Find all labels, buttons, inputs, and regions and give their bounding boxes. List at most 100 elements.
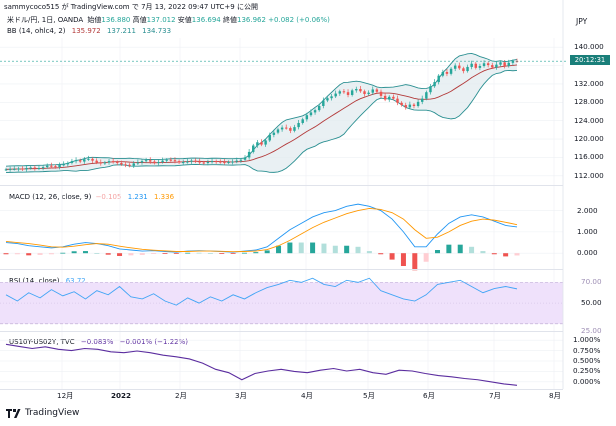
candle-body [400,102,403,106]
candle-body [190,160,193,162]
time-tick-label: 3月 [235,391,247,400]
macd-histogram-bar [139,253,145,255]
candle-body [210,161,214,163]
candle-body [124,164,127,166]
symbol-label[interactable]: 米ドル/円, 1日, OANDA [7,16,84,24]
bb-lower-value: 134.733 [142,27,172,35]
rsi-tick-label: 50.00 [581,298,602,308]
candle-body [445,71,449,74]
candle-body [495,64,498,68]
candle-body [120,162,123,165]
macd-histogram-bar [491,253,497,255]
candle-body [87,158,90,160]
candle-body [186,161,189,163]
candle-body [83,159,86,162]
bb-basis-value: 135.972 [71,27,101,35]
macd-histogram-bar [219,253,225,254]
candle-body [371,89,374,93]
tvc-change: −0.001% (−1.22%) [119,338,188,346]
candle-body [317,105,321,111]
macd-histogram-bar [366,251,372,254]
panel-divider [0,331,563,332]
candle-body [276,129,280,133]
candle-body [157,162,160,164]
candle-body [293,127,296,131]
macd-label[interactable]: MACD (12, 26, close, 9) [9,193,92,201]
candle-body [425,92,428,99]
price-tick-label: 140.000 [574,42,604,52]
rsi-label[interactable]: RSI (14, close) [9,277,60,285]
candle-body [453,65,457,69]
open-label: 始値 [87,16,102,24]
macd-histogram-bar [446,244,452,254]
macd-histogram-bar [514,253,520,256]
macd-histogram-bar [162,253,168,254]
panel-divider [0,389,563,390]
candle-body [515,60,519,62]
candle-body [214,161,218,163]
candle-body [116,162,119,164]
candle-body [37,168,41,170]
low-value: 136.694 [191,16,221,24]
candle-body [350,90,354,95]
countdown-badge: 20:12:31 [570,55,610,65]
candle-body [219,161,222,163]
candle-body [17,168,20,170]
candle-body [227,162,230,164]
candle-body [486,63,490,66]
candle-body [309,112,313,116]
candle-body [247,151,251,158]
candle-body [404,105,407,108]
macd-histogram-bar [457,244,463,254]
bollinger-band-fill [6,53,517,173]
candle-body [392,96,395,99]
footer-brand[interactable]: TradingView [25,408,80,418]
rsi-tick-label: 70.00 [581,277,602,287]
candle-body [173,160,177,162]
candle-body [289,128,292,131]
candle-body [169,159,173,161]
macd-histogram-bar [241,252,247,254]
panel-divider [0,269,563,270]
time-tick-label: 7月 [489,391,501,400]
candle-body [458,65,461,69]
candle-body [194,160,197,162]
candle-body [198,161,201,163]
macd-tick-label: 2.000 [577,205,598,215]
macd-histogram-bar [14,253,20,255]
spread-tick-label: 0.000% [573,376,601,386]
candle-body [132,163,135,166]
candle-body [284,127,288,129]
candle-body [408,104,412,108]
tvc-label[interactable]: US10Y-US02Y, TVC [9,338,75,346]
price-tick-label: 120.000 [574,134,604,144]
candle-body [70,161,74,163]
macd-histogram-bar [332,245,338,254]
candle-body [383,95,387,100]
macd-histogram-bar [26,253,32,256]
macd-histogram-bar [48,253,54,255]
close-value: 136.962 [236,16,266,24]
candle-body [433,82,436,87]
currency-label: JPY [576,17,588,26]
spread-tick-label: 0.500% [573,356,601,365]
time-tick-label: 6月 [423,391,435,400]
macd-histogram-bar [94,253,100,254]
candle-body [511,60,515,63]
spread-tick-label: 1.000% [573,335,601,345]
tvc-legend: US10Y-US02Y, TVC −0.083% −0.001% (−1.22%… [9,338,188,346]
candle-body [466,66,469,72]
candle-body [264,140,267,145]
candle-body [111,161,115,163]
bb-label[interactable]: BB (14, ohlc4, 2) [7,27,66,35]
tvc-value: −0.083% [80,338,114,346]
candle-body [416,101,420,106]
macd-histogram-bar [344,245,350,254]
bb-legend: BB (14, ohlc4, 2) 135.972 137.211 134.73… [7,27,171,35]
candle-body [260,142,263,145]
time-tick-label: 5月 [363,391,375,400]
macd-histogram-bar [128,253,134,256]
low-label: 安値 [177,16,192,24]
candle-body [21,168,24,170]
